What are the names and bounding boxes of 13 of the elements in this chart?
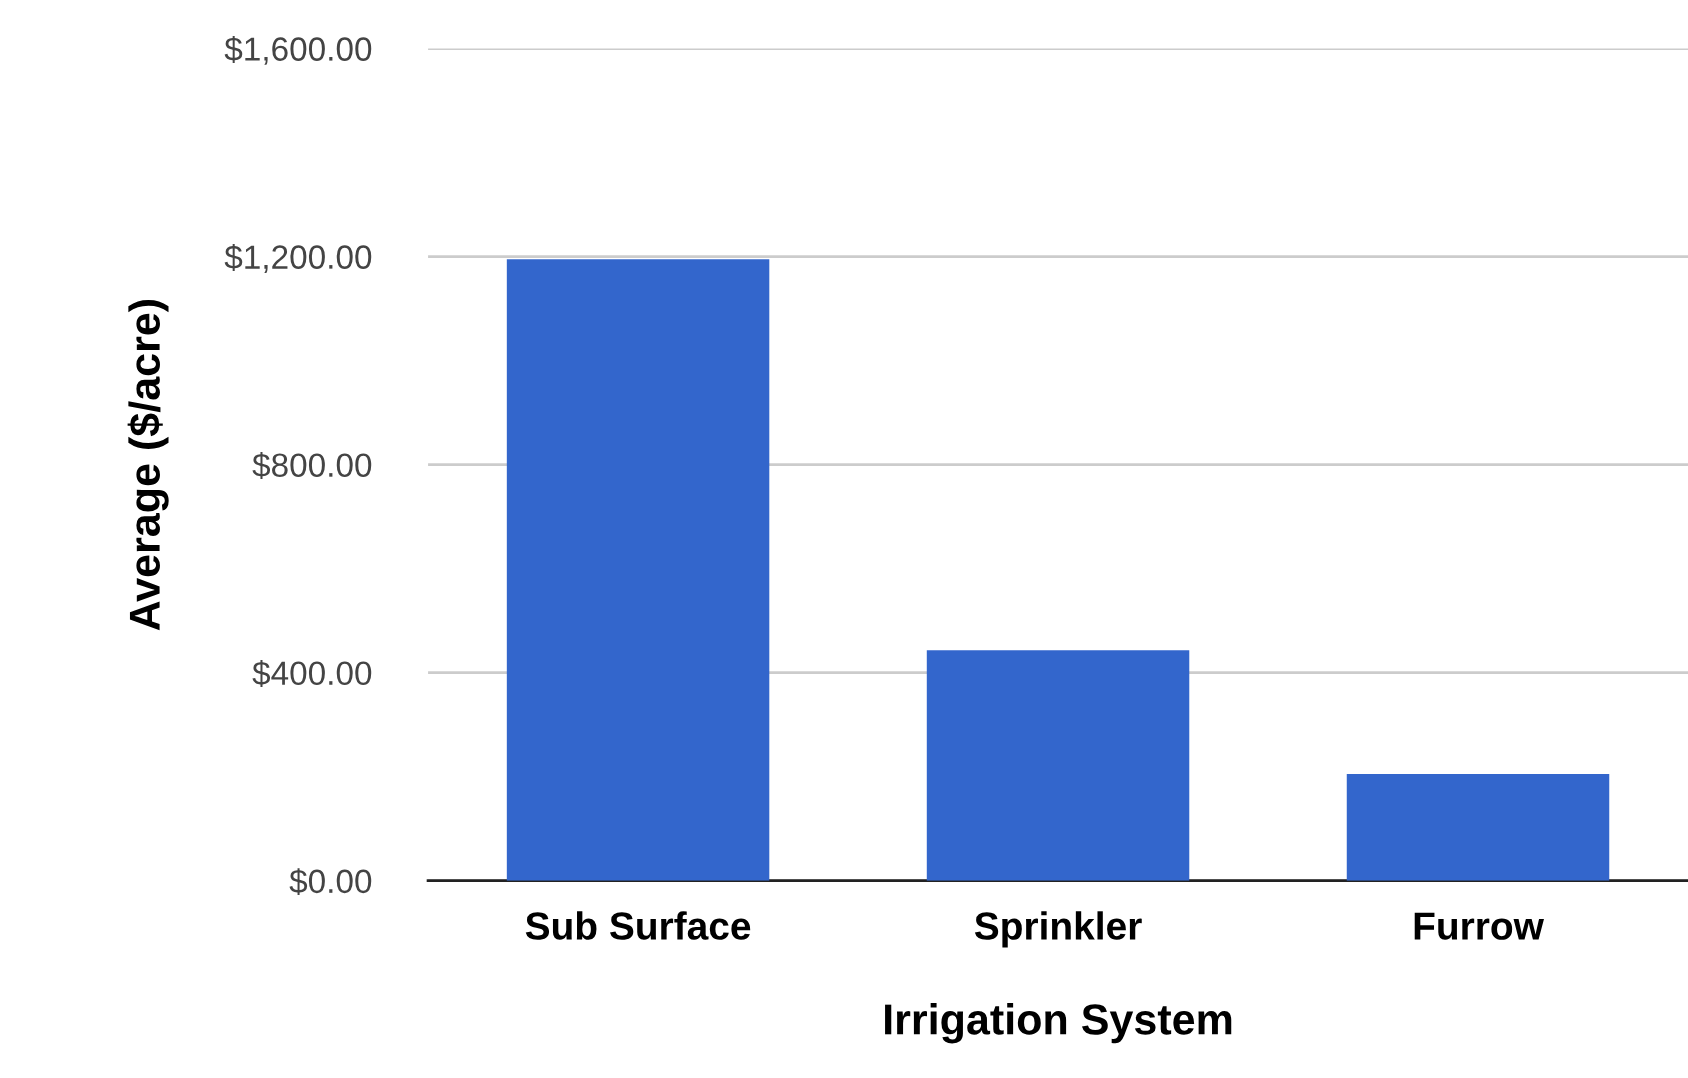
x-axis-title: Irrigation System [885, 1003, 1232, 1044]
y-tick-label: $400.00 [252, 660, 372, 688]
bar [506, 259, 770, 881]
x-tick-label: Furrow [1414, 912, 1544, 940]
y-tick-label: $800.00 [252, 452, 372, 480]
bar [926, 650, 1190, 881]
y-tick-label: $1,200.00 [224, 243, 372, 273]
x-tick-label: Sub Surface [525, 911, 751, 940]
bar [1346, 774, 1610, 881]
y-tick-label: $1,600.00 [224, 35, 372, 65]
y-tick-label: $0.00 [289, 868, 372, 896]
y-axis-title: Average ($/acre) [127, 300, 169, 631]
x-tick-label: Sprinkler [974, 911, 1142, 948]
